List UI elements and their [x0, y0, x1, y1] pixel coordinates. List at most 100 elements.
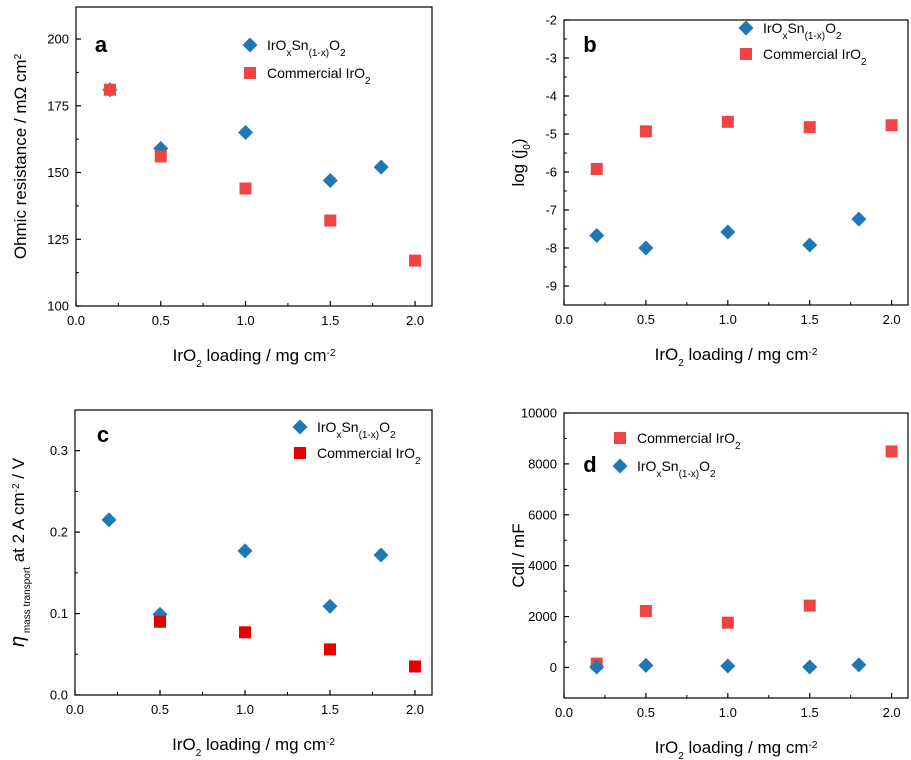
- legend-marker: [738, 20, 754, 36]
- text-segment: x: [286, 48, 291, 59]
- data-point: [239, 182, 252, 195]
- text-segment: -2: [809, 347, 818, 358]
- data-point: [154, 615, 166, 628]
- plot-frame: [563, 19, 909, 306]
- text-segment: 2: [13, 53, 24, 59]
- data-point: [589, 227, 605, 243]
- text-segment: 2: [415, 456, 421, 467]
- text-segment: O: [825, 20, 836, 36]
- text-segment: (1-x): [805, 31, 826, 42]
- y-tick-label: 6000: [528, 507, 557, 522]
- text-segment: IrO: [655, 738, 679, 757]
- text-segment: ): [509, 138, 528, 144]
- text-segment: 2: [735, 441, 741, 452]
- data-point: [324, 214, 337, 227]
- x-axis-title: IrO2 loading / mg cm-2: [655, 345, 818, 369]
- data-point: [720, 658, 736, 674]
- data-point: [638, 657, 654, 673]
- text-segment: Commercial IrO: [317, 445, 415, 461]
- x-tick-label: 2.0: [883, 312, 901, 327]
- x-tick-label: 0.5: [152, 313, 170, 328]
- y-tick-label: 2000: [528, 609, 557, 624]
- text-segment: -2: [809, 740, 818, 751]
- y-tick-label: -8: [545, 241, 557, 256]
- x-tick-label: 0.0: [67, 313, 85, 328]
- text-segment: 0: [522, 144, 533, 150]
- y-tick-label: -3: [545, 51, 557, 66]
- text-segment: IrO: [317, 419, 337, 435]
- series-irox: [589, 211, 867, 256]
- legend-label: Commercial IrO2: [637, 430, 741, 452]
- y-tick-label: -2: [545, 13, 557, 28]
- data-point: [803, 121, 816, 134]
- panel-letter: a: [95, 32, 108, 57]
- x-axis-title: IrO2 loading / mg cm-2: [655, 738, 818, 760]
- data-point: [409, 254, 422, 267]
- x-tick-label: 1.0: [719, 312, 737, 327]
- text-segment: 2: [196, 359, 202, 370]
- plot-frame: [75, 6, 433, 307]
- data-point: [885, 119, 898, 132]
- y-tick-label: -9: [545, 279, 557, 294]
- text-segment: -2: [11, 483, 22, 492]
- text-segment: loading / mg cm: [684, 738, 809, 757]
- plot-frame: [563, 412, 909, 699]
- series-irox: [589, 657, 867, 675]
- data-point: [851, 657, 867, 673]
- y-tick-label: 200: [47, 32, 69, 47]
- data-point: [154, 150, 167, 163]
- x-tick-label: 0.5: [151, 702, 169, 717]
- text-segment: O: [329, 37, 340, 53]
- legend-label: Commercial IrO2: [763, 46, 867, 68]
- y-tick-label: 150: [47, 165, 69, 180]
- legend-label: IrOxSn(1-x)O2: [637, 458, 716, 480]
- text-segment: x: [656, 469, 661, 480]
- plot-frame: [74, 409, 433, 696]
- text-segment: Commercial IrO: [637, 430, 735, 446]
- text-segment: Sn: [787, 20, 804, 36]
- y-tick-label: 0.0: [50, 688, 68, 703]
- data-point: [802, 237, 818, 253]
- y-axis-title: log (j0): [509, 138, 533, 186]
- text-segment: 2: [678, 358, 684, 369]
- series-irox: [101, 512, 389, 622]
- panel-letter: b: [583, 32, 596, 57]
- text-segment: loading / mg cm: [201, 735, 326, 754]
- panel-d: 0.0 0.5 1.0 1.5 2.0 0 2000 4000 6000 8000 10000 IrO…: [509, 406, 909, 760]
- x-axis-title: IrO2 loading / mg cm-2: [172, 735, 335, 759]
- text-segment: O: [699, 458, 710, 474]
- y-tick-label: 4000: [528, 558, 557, 573]
- text-segment: IrO: [637, 458, 657, 474]
- data-point: [720, 224, 736, 240]
- x-tick-label: 1.0: [236, 313, 254, 328]
- text-segment: 2: [678, 751, 684, 760]
- x-tick-label: 1.0: [236, 702, 254, 717]
- data-point: [851, 211, 867, 227]
- x-tick-label: 2.0: [406, 702, 424, 717]
- y-tick-label: 0: [550, 660, 557, 675]
- x-tick-label: 1.5: [321, 702, 339, 717]
- y-tick-label: -7: [545, 203, 557, 218]
- y-tick-label: 8000: [528, 456, 557, 471]
- text-segment: mass transport: [22, 567, 33, 636]
- text-segment: Sn: [341, 419, 358, 435]
- data-point: [324, 643, 336, 656]
- y-tick-label: 0.3: [50, 443, 68, 458]
- x-tick-label: 1.5: [321, 313, 339, 328]
- x-tick-label: 0.0: [555, 312, 573, 327]
- x-tick-label: 0.0: [555, 705, 573, 720]
- x-tick-label: 2.0: [406, 313, 424, 328]
- data-point: [638, 240, 654, 256]
- x-tick-label: 0.0: [66, 702, 84, 717]
- text-segment: 2: [836, 31, 842, 42]
- y-tick-label: 0.1: [50, 606, 68, 621]
- text-segment: 2: [710, 469, 716, 480]
- y-tick-label: 10000: [521, 406, 557, 421]
- panel-letter: d: [583, 452, 596, 477]
- y-axis-title: Cdl / mF: [509, 523, 528, 587]
- data-point: [639, 604, 652, 617]
- legend-label: IrOxSn(1-x)O2: [317, 419, 396, 441]
- y-tick-label: -6: [545, 165, 557, 180]
